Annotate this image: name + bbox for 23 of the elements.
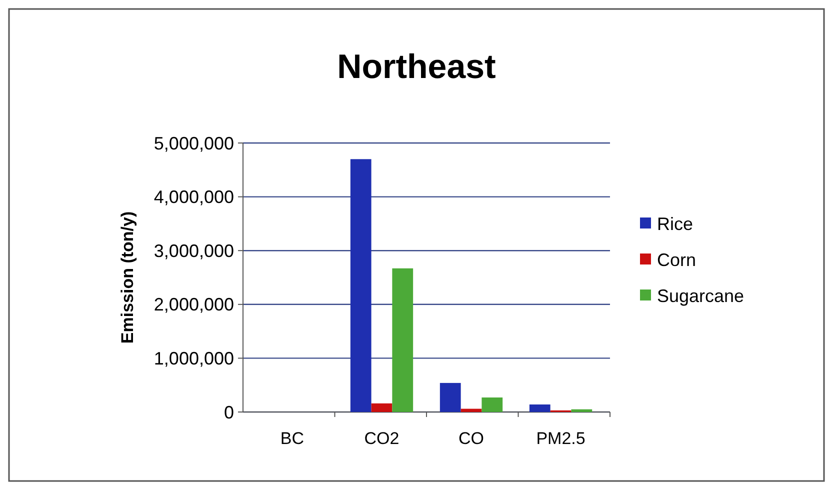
x-tick-label: BC xyxy=(280,429,304,448)
x-tick-label: CO2 xyxy=(364,429,400,448)
legend-label: Corn xyxy=(657,250,696,270)
y-axis-title: Emission (ton/y) xyxy=(118,211,137,344)
legend-label: Rice xyxy=(657,214,694,234)
bar xyxy=(460,408,482,412)
y-tick-label: 0 xyxy=(224,402,234,422)
bar xyxy=(482,397,503,412)
bar xyxy=(529,404,550,412)
bar xyxy=(440,382,461,412)
y-tick-label: 1,000,000 xyxy=(154,348,234,368)
y-tick-label: 2,000,000 xyxy=(154,294,234,315)
y-tick-label: 5,000,000 xyxy=(154,133,234,154)
bar xyxy=(571,409,592,412)
bar xyxy=(350,159,372,412)
legend-label: Sugarcane xyxy=(657,286,744,306)
y-tick-label: 4,000,000 xyxy=(154,187,234,208)
chart-title: Northeast xyxy=(337,48,496,86)
x-tick-label: PM2.5 xyxy=(536,429,586,448)
y-tick-label: 3,000,000 xyxy=(154,240,234,261)
bar xyxy=(371,403,392,412)
x-tick-label: CO xyxy=(458,429,484,448)
bar xyxy=(392,268,414,412)
